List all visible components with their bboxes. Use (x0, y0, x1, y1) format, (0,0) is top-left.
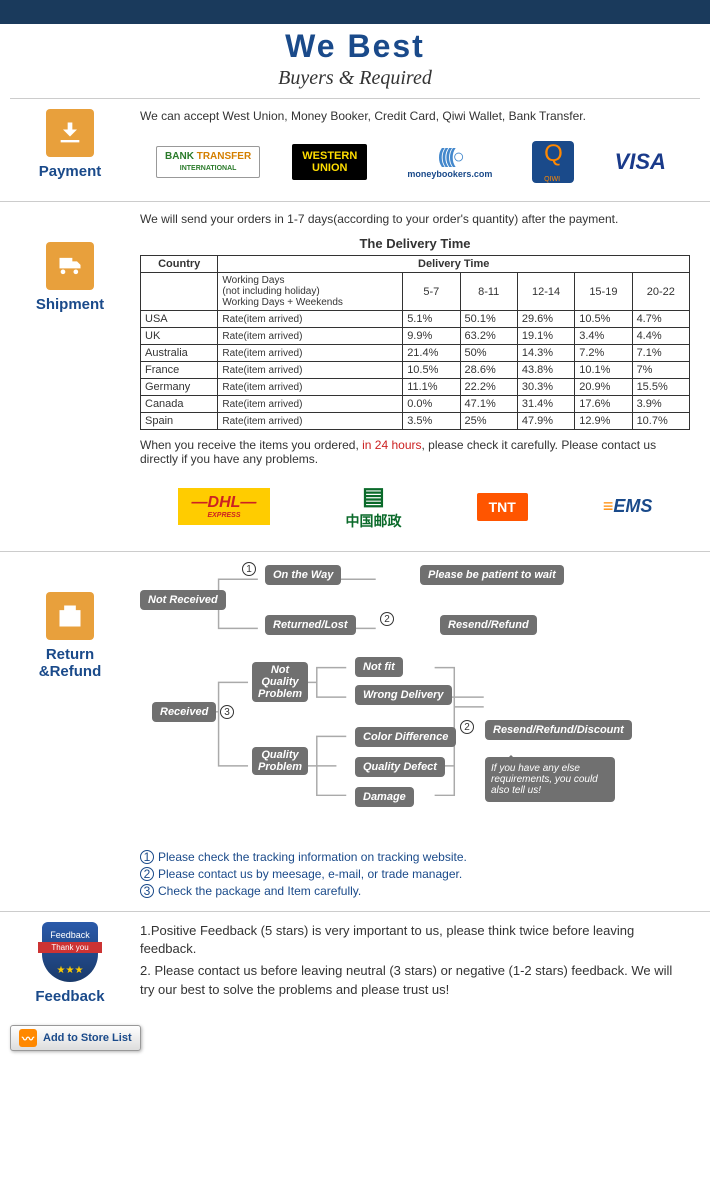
western-union-logo: WESTERNUNION (292, 144, 367, 180)
refund-section: Return &Refund Not Received 1 On the Way… (0, 552, 710, 912)
top-bar (0, 0, 710, 24)
col-working: Working Days (not including holiday) Wor… (218, 273, 403, 311)
step-2b: 2 (460, 720, 474, 734)
table-row: AustraliaRate(item arrived)21.4%50%14.3%… (141, 345, 690, 362)
feedback-shield-icon: Feedback Thank you ★★★ (42, 922, 98, 982)
table-row: GermanyRate(item arrived)11.1%22.2%30.3%… (141, 379, 690, 396)
carrier-logos: —DHL— EXPRESS ▤中国邮政 TNT ≡EMS (140, 472, 690, 541)
table-title: The Delivery Time (140, 236, 690, 251)
shipment-icon (46, 242, 94, 290)
shipment-label: Shipment (20, 296, 120, 313)
header-subtitle: Buyers & Required (10, 67, 700, 99)
step-1a: 1 (242, 562, 256, 576)
node-color: Color Difference (355, 727, 456, 747)
tip-3: 3Check the package and Item carefully. (140, 884, 690, 898)
step-2a: 2 (380, 612, 394, 626)
shipment-note: When you receive the items you ordered, … (140, 438, 690, 466)
col-delivery: Delivery Time (218, 256, 690, 273)
payment-logos: BANK TRANSFER INTERNATIONAL WESTERNUNION… (140, 133, 690, 191)
node-patient: Please be patient to wait (420, 565, 564, 585)
moneybookers-logo: ((((○moneybookers.com (399, 142, 500, 183)
header-title: We Best (0, 24, 710, 67)
node-nqp: Not Quality Problem (252, 662, 308, 702)
node-qp: Quality Problem (252, 747, 308, 775)
node-returned: Returned/Lost (265, 615, 356, 635)
node-wrong: Wrong Delivery (355, 685, 452, 705)
node-received: Received (152, 702, 216, 722)
tnt-logo: TNT (477, 493, 528, 521)
node-on-way: On the Way (265, 565, 341, 585)
refund-tips: 1Please check the tracking information o… (140, 850, 690, 898)
delivery-table: Country Delivery Time Working Days (not … (140, 255, 690, 430)
table-row: SpainRate(item arrived)3.5%25%47.9%12.9%… (141, 413, 690, 430)
feedback-section: Feedback Thank you ★★★ Feedback 1.Positi… (0, 912, 710, 1015)
feedback-label: Feedback (20, 988, 120, 1005)
refund-label: Return &Refund (20, 646, 120, 680)
tip-2: 2Please contact us by meesage, e-mail, o… (140, 867, 690, 881)
shipment-intro: We will send your orders in 1-7 days(acc… (140, 212, 690, 226)
bank-transfer-logo: BANK TRANSFER INTERNATIONAL (156, 146, 260, 178)
node-defect: Quality Defect (355, 757, 445, 777)
china-post-logo: ▤中国邮政 (346, 482, 402, 531)
node-not-received: Not Received (140, 590, 226, 610)
col-country: Country (141, 256, 218, 273)
payment-icon (46, 109, 94, 157)
table-row: UKRate(item arrived)9.9%63.2%19.1%3.4%4.… (141, 328, 690, 345)
shipment-section: Shipment We will send your orders in 1-7… (0, 202, 710, 552)
dhl-logo: —DHL— EXPRESS (178, 488, 271, 525)
feedback-p2: 2. Please contact us before leaving neut… (140, 962, 690, 998)
step-3: 3 (220, 705, 234, 719)
ems-logo: ≡EMS (603, 496, 653, 517)
payment-section: Payment We can accept West Union, Money … (0, 99, 710, 202)
feedback-p1: 1.Positive Feedback (5 stars) is very im… (140, 922, 690, 958)
node-notfit: Not fit (355, 657, 403, 677)
node-resend2: Resend/Refund/Discount (485, 720, 632, 740)
node-damage: Damage (355, 787, 414, 807)
table-row: CanadaRate(item arrived)0.0%47.1%31.4%17… (141, 396, 690, 413)
payment-label: Payment (20, 163, 120, 180)
tip-1: 1Please check the tracking information o… (140, 850, 690, 864)
rss-icon: 〰 (19, 1029, 37, 1047)
refund-flowchart: Not Received 1 On the Way Please be pati… (140, 562, 690, 842)
table-row: FranceRate(item arrived)10.5%28.6%43.8%1… (141, 362, 690, 379)
table-row: USARate(item arrived)5.1%50.1%29.6%10.5%… (141, 311, 690, 328)
node-resend1: Resend/Refund (440, 615, 537, 635)
add-to-store-button[interactable]: 〰 Add to Store List (10, 1025, 141, 1051)
visa-logo: VISA (607, 145, 674, 179)
speech-bubble: If you have any else requirements, you c… (485, 757, 615, 802)
refund-icon (46, 592, 94, 640)
store-button-label: Add to Store List (43, 1032, 132, 1044)
payment-intro: We can accept West Union, Money Booker, … (140, 109, 690, 123)
qiwi-logo: QQIWI (532, 141, 574, 183)
